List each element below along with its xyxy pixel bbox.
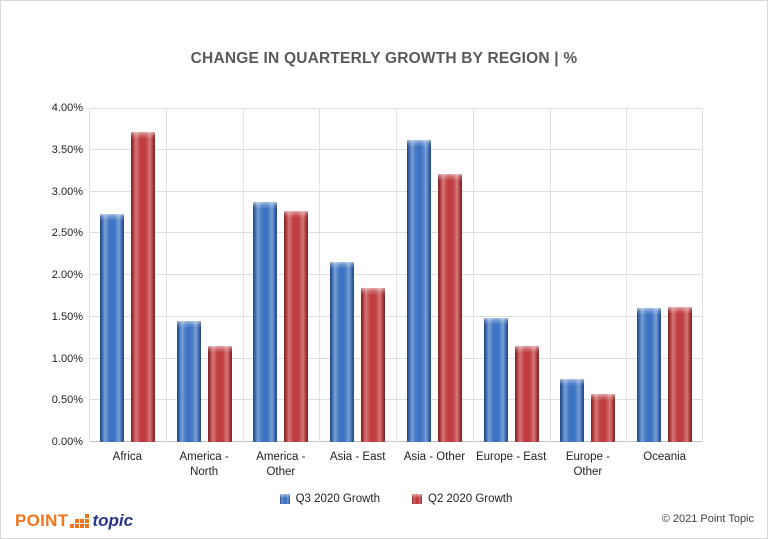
plot-area (89, 108, 703, 442)
y-tick-label: 1.00% (51, 353, 83, 365)
legend-item: Q3 2020 Growth (279, 493, 380, 505)
bar-q2-2020-growth-america---other (284, 211, 308, 442)
gridline-v (702, 108, 703, 442)
copyright-text: © 2021 Point Topic (661, 513, 754, 525)
y-tick-label: 3.00% (51, 186, 83, 198)
chart-title: CHANGE IN QUARTERLY GROWTH BY REGION | % (190, 50, 578, 67)
y-tick-label: 2.00% (51, 269, 83, 281)
y-axis: 0.00% 0.50% 1.00% 1.50% 2.00% 2.50% 3.00% 3.50%… (1, 102, 83, 448)
y-tick-label: 4.00% (51, 102, 83, 114)
x-category-label: Oceania (643, 451, 687, 463)
gridline-v (626, 108, 627, 442)
y-tick-label: 2.50% (51, 227, 83, 239)
gridline-v (319, 108, 320, 442)
legend-item: Q2 2020 Growth (412, 493, 512, 505)
gridline-v (243, 108, 244, 442)
bar-q2-2020-growth-oceania (668, 307, 692, 442)
y-tick-label: 3.50% (51, 144, 83, 156)
gridline-v (89, 108, 90, 442)
bar-q2-2020-growth-europe---east (515, 346, 539, 442)
gridline-v (550, 108, 551, 442)
bar-q3-2020-growth-europe---east (484, 318, 508, 442)
gridline-v (166, 108, 167, 442)
x-category-label: Africa (112, 451, 143, 463)
legend-label: Q2 2020 Growth (428, 493, 513, 505)
y-tick-label: 0.00% (51, 436, 83, 448)
y-tick-label: 0.50% (51, 394, 83, 406)
x-axis: Africa America - North America - Other Asia… (89, 450, 703, 480)
bar-q2-2020-growth-africa (131, 132, 155, 442)
legend-swatch-icon (279, 494, 290, 504)
x-category-label: Europe - Other (565, 451, 610, 478)
legend: Q3 2020 Growth Q2 2020 Growth (89, 493, 703, 505)
bar-q3-2020-growth-africa (100, 214, 124, 442)
gridline-v (396, 108, 397, 442)
x-category-label: America - Other (256, 451, 306, 478)
x-category-label: Europe - East (475, 451, 547, 463)
bar-q3-2020-growth-asia---east (330, 262, 354, 442)
bar-q2-2020-growth-europe---other (591, 394, 615, 442)
logo-dots-icon (70, 514, 90, 528)
x-category-label: Asia - East (329, 451, 386, 463)
gridline-v (473, 108, 474, 442)
bar-q2-2020-growth-america---north (208, 346, 232, 442)
bar-q2-2020-growth-asia---east (361, 288, 385, 442)
legend-label: Q3 2020 Growth (295, 493, 380, 505)
bar-q3-2020-growth-asia---other (407, 140, 431, 442)
bar-q3-2020-growth-europe---other (560, 379, 584, 442)
logo-topic-text: topic (92, 511, 134, 530)
point-topic-logo: POINT topic (15, 512, 133, 529)
bar-q3-2020-growth-america---other (253, 202, 277, 442)
x-category-label: Asia - Other (403, 451, 466, 463)
y-tick-label: 1.50% (51, 311, 83, 323)
legend-swatch-icon (412, 494, 422, 504)
bar-q3-2020-growth-america---north (177, 321, 201, 442)
logo-point-text: POINT (15, 511, 69, 530)
bar-q3-2020-growth-oceania (637, 308, 661, 442)
bar-q2-2020-growth-asia---other (438, 174, 462, 442)
x-category-label: America - North (179, 451, 229, 478)
